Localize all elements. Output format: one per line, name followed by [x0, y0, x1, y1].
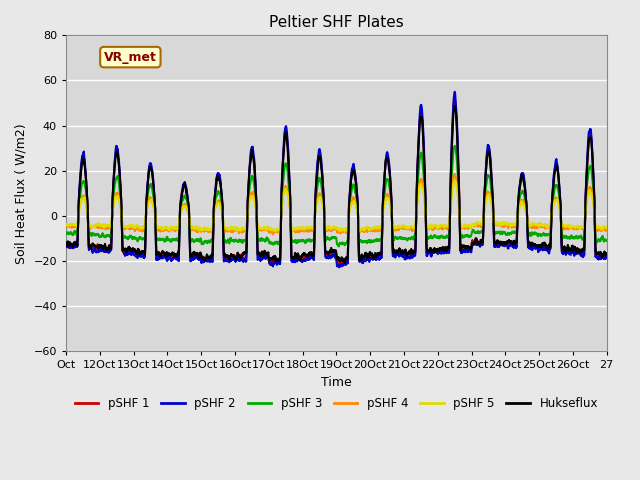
Hukseflux	[603, 251, 611, 257]
pSHF 1	[213, 174, 221, 180]
pSHF 3	[603, 238, 611, 243]
Title: Peltier SHF Plates: Peltier SHF Plates	[269, 15, 404, 30]
pSHF 2	[399, 254, 406, 260]
Hukseflux	[399, 248, 406, 253]
pSHF 2	[603, 255, 611, 261]
Text: VR_met: VR_met	[104, 50, 157, 64]
pSHF 4	[399, 225, 406, 231]
Line: pSHF 5: pSHF 5	[66, 180, 607, 231]
Line: pSHF 3: pSHF 3	[66, 146, 607, 247]
pSHF 5	[178, 206, 186, 212]
pSHF 5	[451, 178, 459, 183]
pSHF 2	[178, 190, 186, 196]
pSHF 3	[178, 199, 186, 204]
Hukseflux	[62, 240, 70, 246]
pSHF 1	[603, 252, 611, 258]
Hukseflux	[178, 192, 186, 198]
pSHF 1	[62, 240, 70, 245]
pSHF 5	[399, 224, 406, 229]
pSHF 5	[389, 223, 397, 229]
Line: Hukseflux: Hukseflux	[66, 106, 607, 263]
pSHF 5	[340, 228, 348, 234]
pSHF 3	[335, 244, 342, 250]
pSHF 3	[213, 192, 221, 197]
pSHF 5	[62, 221, 70, 227]
pSHF 3	[552, 182, 559, 188]
Line: pSHF 2: pSHF 2	[66, 92, 607, 267]
Line: pSHF 4: pSHF 4	[66, 174, 607, 234]
Hukseflux	[341, 260, 349, 266]
pSHF 1	[552, 162, 559, 168]
pSHF 2	[389, 253, 397, 259]
pSHF 4	[213, 200, 221, 206]
Hukseflux	[603, 251, 611, 256]
pSHF 1	[399, 249, 406, 255]
pSHF 3	[389, 237, 397, 242]
pSHF 5	[552, 198, 559, 204]
pSHF 4	[178, 205, 186, 211]
pSHF 4	[603, 227, 611, 233]
pSHF 4	[269, 231, 276, 237]
pSHF 3	[62, 230, 70, 236]
pSHF 4	[451, 171, 458, 177]
pSHF 3	[451, 143, 459, 149]
Hukseflux	[213, 175, 221, 181]
pSHF 3	[399, 236, 406, 241]
pSHF 2	[552, 158, 559, 164]
pSHF 2	[603, 255, 611, 261]
Legend: pSHF 1, pSHF 2, pSHF 3, pSHF 4, pSHF 5, Hukseflux: pSHF 1, pSHF 2, pSHF 3, pSHF 4, pSHF 5, …	[70, 392, 603, 415]
pSHF 1	[178, 188, 186, 194]
Line: pSHF 1: pSHF 1	[66, 99, 607, 266]
pSHF 1	[603, 252, 611, 258]
pSHF 1	[389, 250, 397, 256]
pSHF 4	[603, 227, 611, 233]
pSHF 2	[62, 243, 70, 249]
Hukseflux	[389, 250, 397, 255]
pSHF 3	[603, 237, 611, 243]
pSHF 5	[213, 201, 221, 207]
pSHF 1	[451, 96, 458, 102]
pSHF 4	[389, 226, 397, 232]
pSHF 5	[603, 225, 611, 231]
pSHF 1	[333, 263, 341, 269]
Y-axis label: Soil Heat Flux ( W/m2): Soil Heat Flux ( W/m2)	[15, 123, 28, 264]
pSHF 2	[213, 172, 221, 178]
pSHF 2	[335, 264, 343, 270]
pSHF 2	[451, 89, 458, 95]
pSHF 5	[603, 225, 611, 230]
pSHF 4	[62, 223, 70, 228]
X-axis label: Time: Time	[321, 376, 352, 389]
pSHF 4	[552, 194, 559, 200]
Hukseflux	[552, 167, 559, 172]
Hukseflux	[451, 103, 458, 109]
